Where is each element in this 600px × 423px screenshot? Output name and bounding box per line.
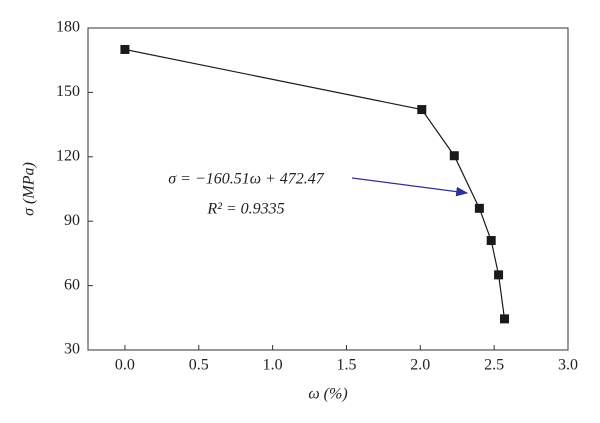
y-tick-label: 150 [56, 83, 80, 100]
annotation-arrow [351, 177, 469, 197]
y-tick-label: 30 [64, 341, 80, 358]
data-point [494, 270, 504, 280]
x-tick-label: 0.5 [189, 357, 209, 374]
annotation: R² = 0.9335 [206, 201, 284, 218]
data-point [417, 105, 427, 115]
x-tick-label: 1.5 [336, 357, 356, 374]
y-tick-label: 60 [64, 276, 80, 293]
plot-frame [87, 27, 569, 351]
x-tick-label: 0.0 [115, 357, 135, 374]
x-tick-label: 1.0 [263, 357, 283, 374]
data-point [449, 151, 459, 161]
y-tick-label: 120 [56, 147, 80, 164]
y-tick-label: 180 [56, 19, 80, 36]
data-point [486, 236, 496, 246]
x-tick-label: 3.0 [558, 357, 578, 374]
y-axis-label: σ (MPa) [21, 162, 38, 216]
x-axis-label: ω (%) [308, 386, 347, 403]
y-tick-label: 90 [64, 212, 80, 229]
data-point [120, 44, 130, 54]
annotation: σ = −160.51ω + 472.47 [168, 171, 325, 188]
x-tick-label: 2.0 [410, 357, 430, 374]
data-point [474, 203, 484, 213]
x-tick-label: 2.5 [484, 357, 504, 374]
data-point [499, 314, 509, 324]
